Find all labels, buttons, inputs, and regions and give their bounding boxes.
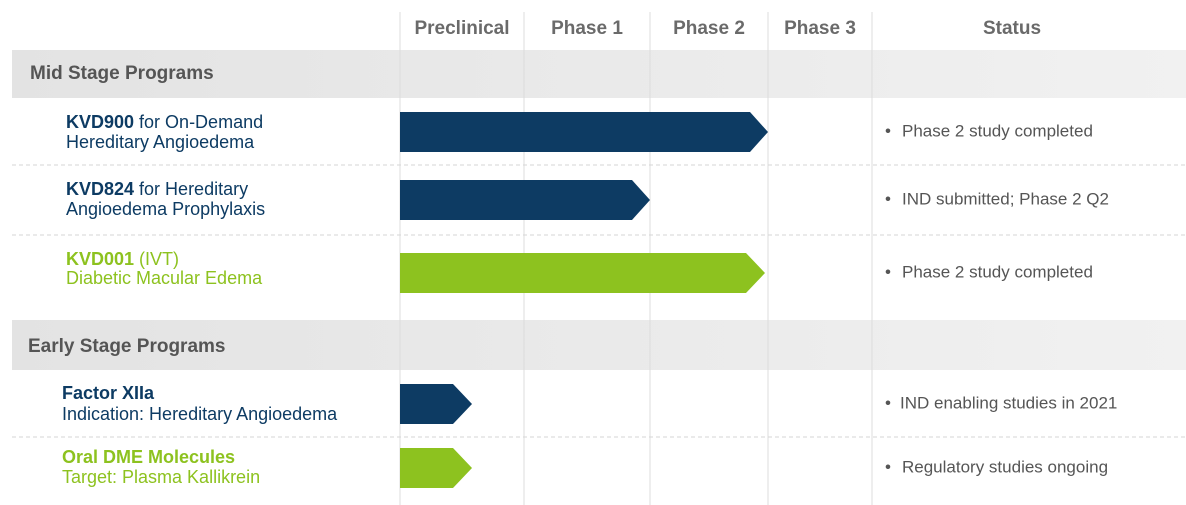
status: IND enabling studies in 2021 [900,393,1117,412]
program-subtitle: Diabetic Macular Edema [66,268,263,288]
section-band [12,320,1186,370]
program-title: for On-Demand [139,112,263,132]
status: Phase 2 study completed [902,262,1093,281]
column-header: Preclinical [414,18,509,39]
program-subtitle: Indication: Hereditary Angioedema [62,404,338,424]
column-header: Phase 2 [673,18,745,39]
progress-arrow [400,448,472,488]
column-header: Phase 1 [551,18,623,39]
progress-arrow [400,253,765,293]
progress-arrow [400,384,472,424]
progress-arrow [400,112,768,152]
program-code: KVD001 [66,249,134,269]
program-subtitle: Hereditary Angioedema [66,132,255,152]
bullet: • [885,393,891,412]
column-header: Phase 3 [784,18,856,39]
program-name: KVD900 for On-Demand [66,112,263,132]
section-band [12,50,1186,98]
program-code: KVD900 [66,112,134,132]
program-code: Factor XIIa [62,383,155,403]
status: Regulatory studies ongoing [902,457,1108,476]
program-subtitle: Target: Plasma Kallikrein [62,467,260,487]
program-name: KVD824 for Hereditary [66,179,248,199]
section-title: Mid Stage Programs [30,63,214,84]
section-title: Early Stage Programs [28,336,225,357]
bullet: • [885,457,891,476]
program-title: for Hereditary [139,179,248,199]
status: Phase 2 study completed [902,121,1093,140]
bullet: • [885,262,891,281]
program-code: KVD824 [66,179,134,199]
status: IND submitted; Phase 2 Q2 [902,189,1109,208]
bullet: • [885,121,891,140]
program-name: KVD001 (IVT) [66,249,179,269]
column-header: Status [983,18,1041,39]
program-code: Oral DME Molecules [62,447,235,467]
program-title: (IVT) [139,249,179,269]
program-subtitle: Angioedema Prophylaxis [66,199,265,219]
progress-arrow [400,180,650,220]
bullet: • [885,189,891,208]
